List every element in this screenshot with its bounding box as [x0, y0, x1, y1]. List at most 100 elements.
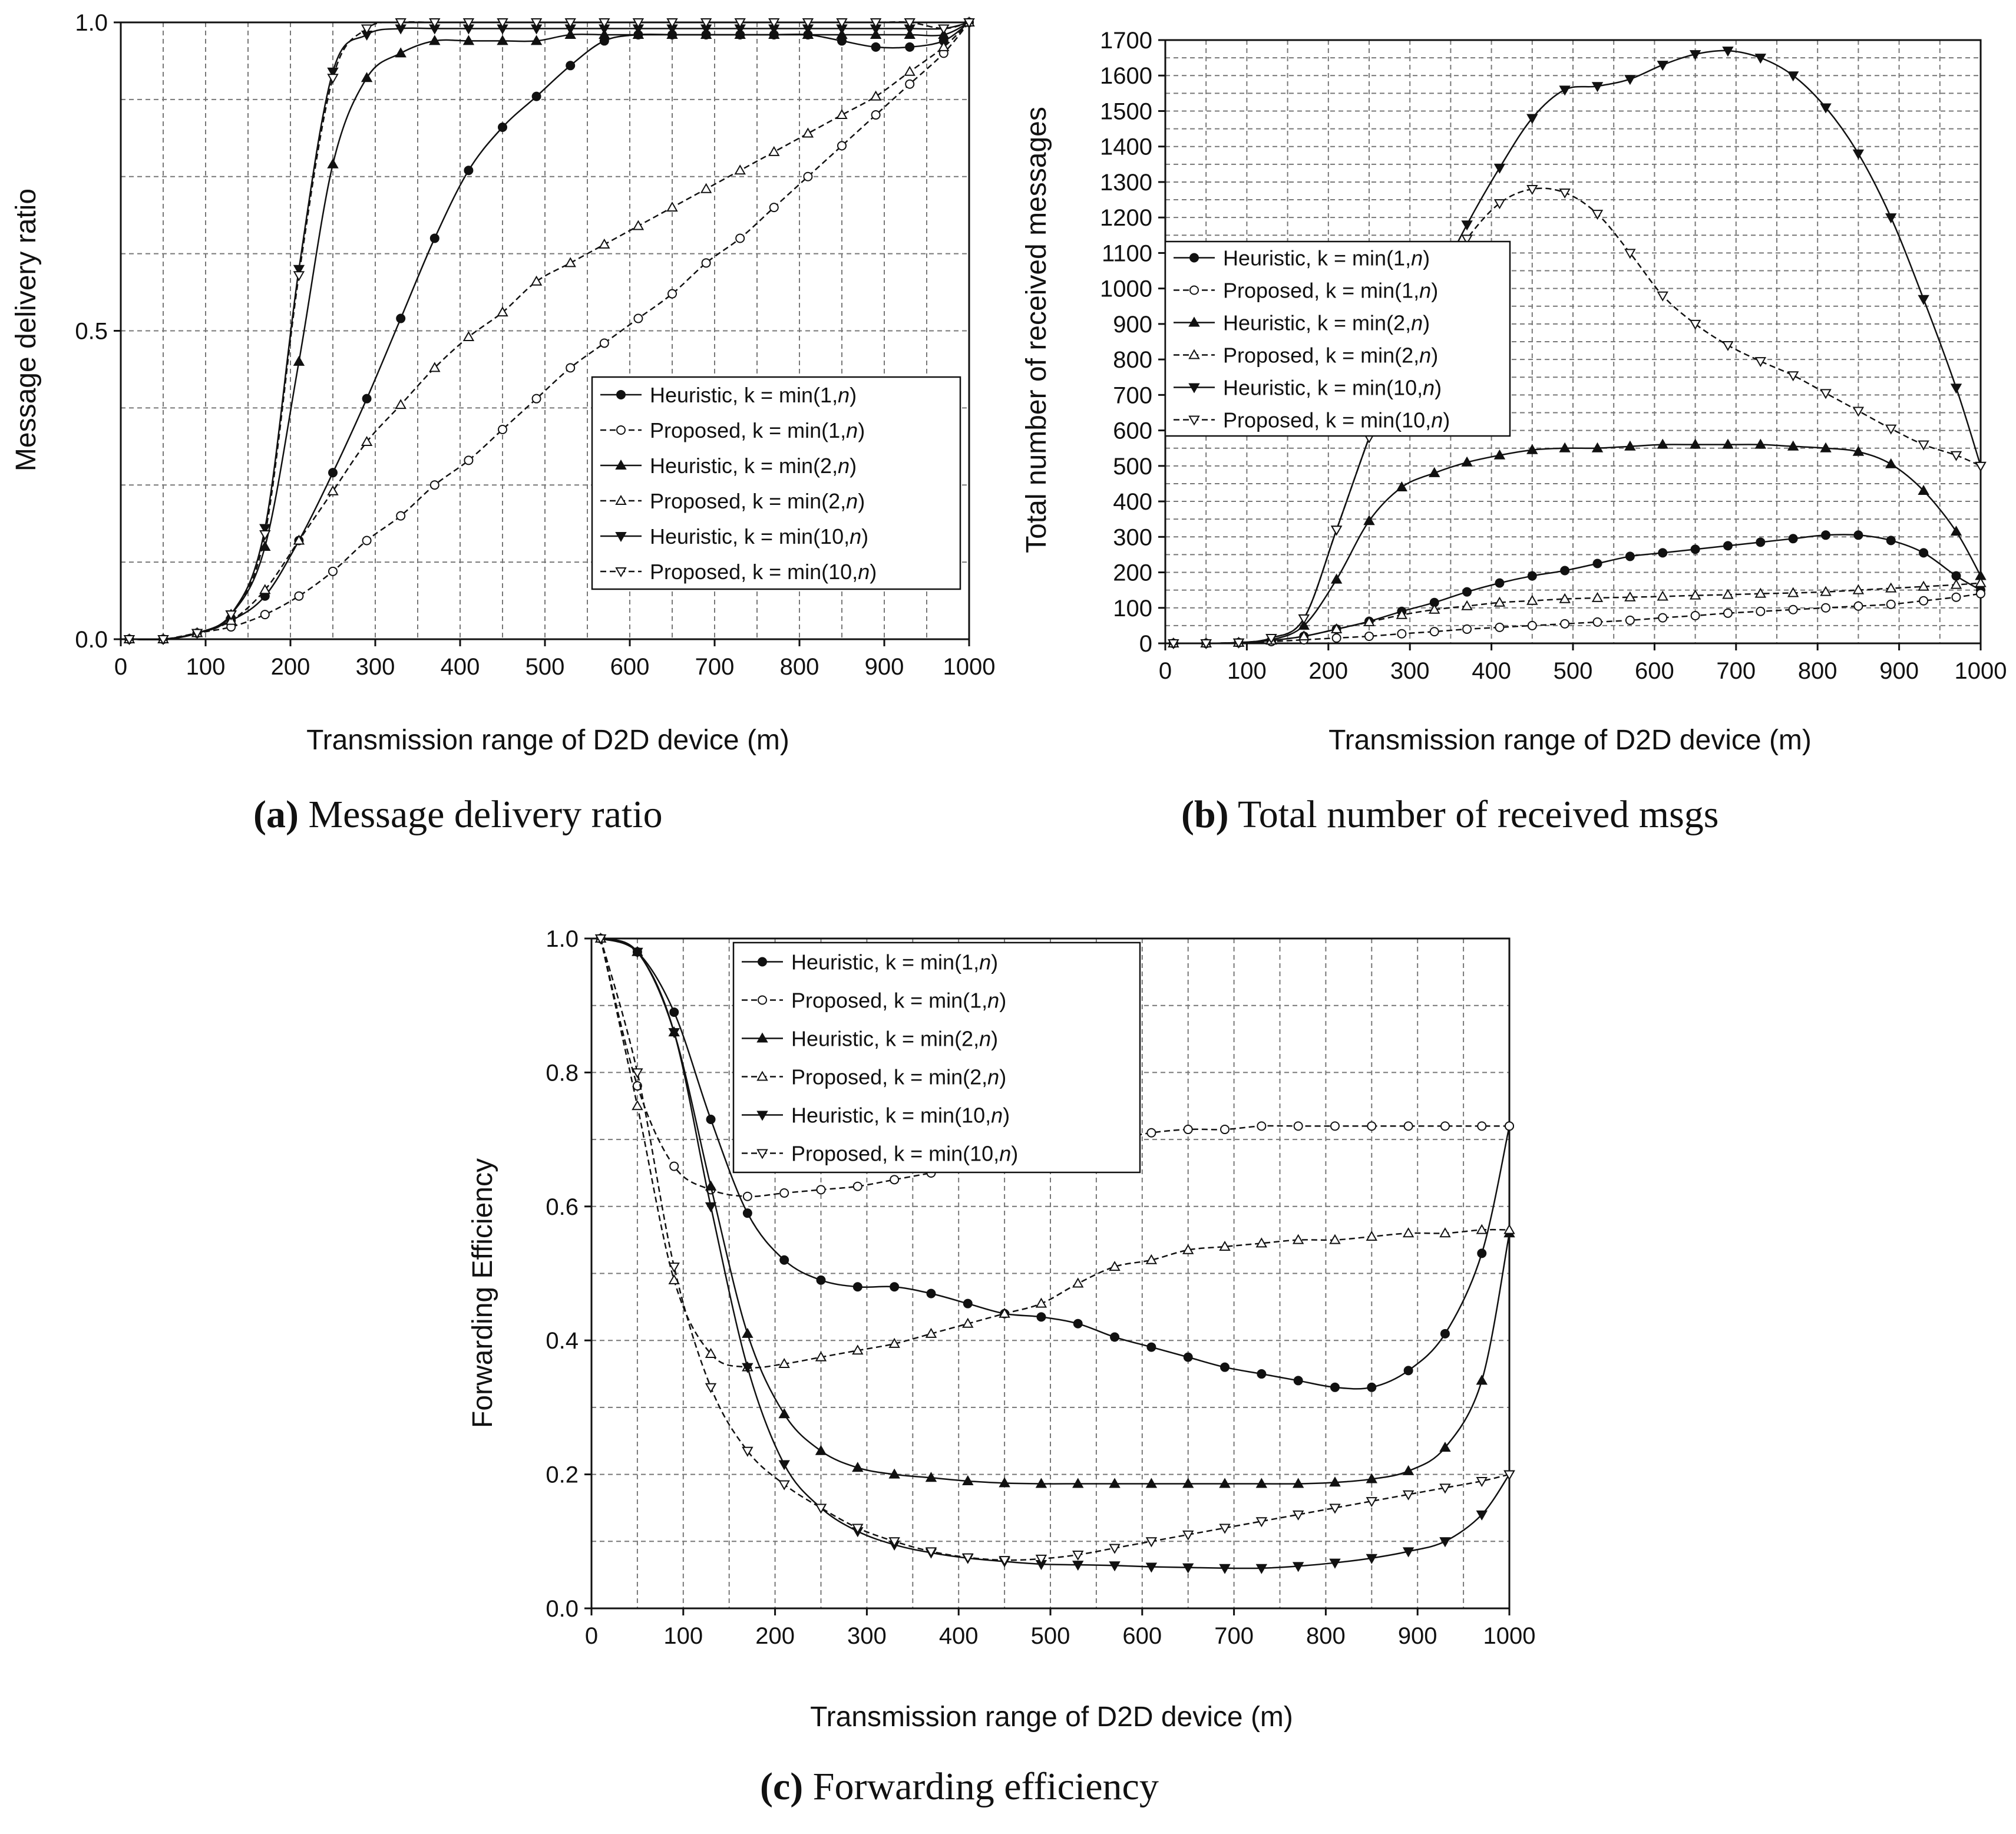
data-point: [1330, 623, 1343, 633]
data-point: [1754, 357, 1767, 368]
data-point: [1429, 627, 1439, 637]
data-point: [1439, 1227, 1451, 1238]
y-tick-label: 0.0: [75, 627, 108, 653]
data-point: [1722, 589, 1734, 599]
data-point: [1495, 622, 1505, 632]
data-point: [938, 24, 950, 35]
data-point: [1477, 1121, 1487, 1131]
data-point: [1657, 590, 1668, 601]
series-line: [600, 938, 1510, 1561]
data-point: [599, 238, 610, 249]
data-point: [327, 158, 339, 168]
y-tick-label: 0.5: [75, 319, 108, 345]
data-point: [1366, 1554, 1378, 1564]
data-point: [904, 65, 916, 76]
data-point: [1503, 1470, 1515, 1481]
data-point: [1495, 578, 1505, 588]
x-tick-label: 1000: [1483, 1623, 1536, 1649]
data-point: [904, 18, 916, 29]
data-point: [1330, 573, 1343, 584]
data-point: [1560, 566, 1570, 576]
data-point: [1073, 1319, 1083, 1329]
data-point: [734, 18, 746, 29]
data-point: [1367, 1382, 1377, 1392]
data-point: [632, 947, 643, 958]
data-point: [1219, 1564, 1231, 1574]
data-point: [1950, 384, 1962, 394]
legend: Heuristic, k = min(1,n) Proposed, k = min…: [732, 941, 1141, 1174]
data-point: [361, 435, 373, 446]
y-tick-label: 1600: [1100, 63, 1152, 89]
data-point: [1853, 530, 1863, 540]
data-point: [870, 90, 882, 101]
data-point: [293, 265, 305, 275]
data-point: [564, 18, 576, 29]
data-point: [701, 258, 711, 268]
data-point: [1461, 600, 1473, 610]
data-point: [1182, 1563, 1194, 1574]
legend-marker: [1188, 349, 1200, 359]
legend-marker: [1188, 383, 1200, 394]
data-point: [1657, 61, 1668, 71]
data-point: [1560, 619, 1570, 629]
x-tick-label: 400: [441, 654, 480, 680]
data-point: [1852, 445, 1865, 456]
data-point: [836, 18, 848, 29]
data-point: [1885, 213, 1897, 224]
data-point: [1477, 1248, 1487, 1258]
x-tick-label: 1000: [943, 654, 996, 680]
x-axis-title-b: Transmission range of D2D device (m): [1328, 725, 1812, 756]
y-tick-label: 0.4: [546, 1328, 579, 1354]
x-tick-label: 500: [1031, 1623, 1070, 1649]
data-point: [1918, 440, 1929, 451]
data-point: [890, 1282, 900, 1292]
data-point: [962, 1475, 974, 1485]
data-point: [1461, 234, 1473, 245]
data-point: [1168, 639, 1179, 650]
data-point: [705, 1383, 717, 1393]
data-point: [531, 394, 541, 404]
data-point: [632, 220, 645, 230]
data-point: [1722, 47, 1734, 57]
data-point: [925, 1547, 937, 1558]
data-point: [938, 41, 950, 51]
data-point: [530, 35, 543, 45]
data-point: [1402, 1547, 1414, 1558]
series-line: [600, 937, 1511, 1390]
data-point: [1657, 291, 1668, 302]
data-point: [395, 47, 406, 58]
data-point: [1820, 103, 1832, 114]
legend-marker: [756, 1111, 768, 1121]
data-point: [1975, 577, 1987, 587]
x-tick-label: 800: [1798, 658, 1837, 684]
data-point: [531, 91, 541, 101]
data-point: [1950, 579, 1962, 589]
data-point: [1624, 249, 1636, 259]
data-point: [1200, 639, 1212, 650]
y-tick-label: 600: [1113, 418, 1152, 444]
data-point: [1852, 149, 1865, 160]
data-point: [1886, 599, 1896, 609]
data-point: [1526, 184, 1538, 196]
data-point: [668, 1263, 680, 1273]
legend-box: [732, 941, 1141, 1174]
data-point: [705, 1180, 717, 1191]
series-line: [600, 938, 1510, 1369]
data-point: [530, 18, 543, 29]
data-point: [530, 275, 543, 286]
data-point: [1722, 341, 1734, 352]
y-tick-label: 1400: [1100, 134, 1152, 160]
plot-area-b: 0 100 200 300 400 500 600 700 800 900 1000 0 100 200 3…: [1100, 28, 2007, 684]
data-point: [925, 1472, 937, 1482]
legend-marker: [615, 494, 627, 505]
data-point: [926, 1288, 936, 1298]
plot-area-a: 0 100 200 300 400 500 600 700 800 900 1000 0.0 0.5 1.…: [75, 10, 995, 680]
y-axis-title-a: Message delivery ratio: [11, 189, 42, 471]
x-tick-label: 700: [1214, 1623, 1254, 1649]
data-point: [1754, 438, 1767, 449]
caption-a-label: (a): [253, 793, 299, 836]
data-point: [1493, 596, 1506, 607]
legend-marker: [1188, 415, 1200, 426]
y-tick-label: 1700: [1100, 28, 1152, 54]
